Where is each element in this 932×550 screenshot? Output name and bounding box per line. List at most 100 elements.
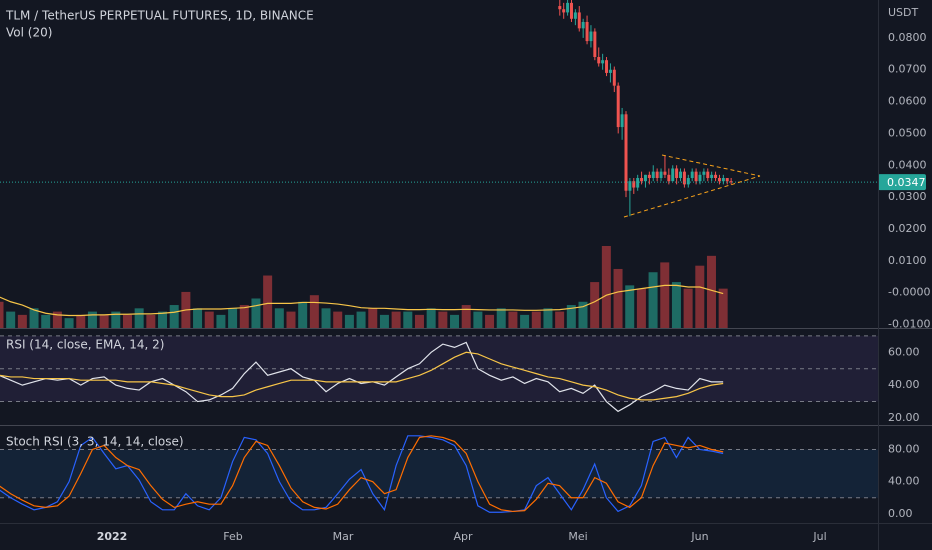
y-tick-label: -0.0000 xyxy=(888,286,930,299)
volume-bar xyxy=(683,288,693,328)
volume-bar xyxy=(718,288,728,328)
x-tick-label: Apr xyxy=(453,530,473,543)
stoch-title: Stoch RSI (3, 3, 14, 14, close) xyxy=(6,435,184,449)
y-tick-label: 60.00 xyxy=(888,345,920,358)
candle-body xyxy=(612,69,616,86)
x-tick-label: Mar xyxy=(333,530,354,543)
volume-label: Vol (20) xyxy=(6,26,52,40)
volume-bar xyxy=(158,311,168,328)
volume-bar xyxy=(0,301,4,328)
candle-body xyxy=(710,174,714,179)
candle-body xyxy=(573,12,577,19)
candle-body xyxy=(667,174,671,182)
indicator-line xyxy=(0,435,724,513)
y-tick-label: 80.00 xyxy=(888,442,920,455)
candle-body xyxy=(558,6,562,10)
volume-bar xyxy=(636,288,646,328)
volume-bar xyxy=(169,305,179,328)
candle-body xyxy=(725,178,729,182)
volume-bar xyxy=(6,311,16,328)
volume-bar xyxy=(590,282,600,328)
y-tick-label: 0.0800 xyxy=(888,31,927,44)
price-pane xyxy=(0,0,733,328)
candle-body xyxy=(643,174,647,182)
volume-bar xyxy=(17,314,27,328)
volume-bar xyxy=(298,301,308,328)
candle-body xyxy=(608,69,612,73)
volume-bar xyxy=(520,314,530,328)
y-tick-label: 0.0500 xyxy=(888,126,927,139)
volume-bar xyxy=(344,314,354,328)
candle-body xyxy=(690,171,694,179)
candle-body xyxy=(628,181,632,191)
x-tick-label: Jul xyxy=(812,530,826,543)
volume-bar xyxy=(543,308,553,328)
y-tick-label: 40.00 xyxy=(888,378,920,391)
volume-bar xyxy=(613,268,623,328)
volume-bar xyxy=(111,311,121,328)
level-band xyxy=(0,449,878,498)
y-tick-label: 0.0300 xyxy=(888,190,927,203)
candle-body xyxy=(593,31,597,58)
axis-unit: USDT xyxy=(888,6,919,19)
y-tick-label: -0.0100 xyxy=(888,317,930,330)
candle-body xyxy=(566,2,570,13)
rsi-title: RSI (14, close, EMA, 14, 2) xyxy=(6,338,164,352)
candle-body xyxy=(655,171,659,179)
volume-bar xyxy=(566,305,576,328)
volume-bar xyxy=(228,308,238,328)
triangle-drawing xyxy=(623,154,761,218)
candle-body xyxy=(640,178,644,182)
volume-bar xyxy=(379,314,389,328)
volume-bar xyxy=(648,272,658,328)
candle-body xyxy=(698,174,702,182)
volume-bar xyxy=(204,311,214,328)
volume-ma-line xyxy=(0,284,724,317)
volume-bar xyxy=(87,311,97,328)
volume-bar xyxy=(601,246,611,328)
volume-bar xyxy=(251,298,261,328)
volume-bar xyxy=(426,308,436,328)
candle-body xyxy=(647,174,651,179)
y-tick-label: 0.0600 xyxy=(888,95,927,108)
volume-bar xyxy=(193,308,203,328)
volume-bar xyxy=(41,314,51,328)
volume-bar xyxy=(239,305,249,328)
volume-bar xyxy=(52,311,62,328)
candle-body xyxy=(706,171,710,179)
volume-bar xyxy=(578,301,588,328)
volume-bar xyxy=(274,308,284,328)
candle-body xyxy=(569,2,573,19)
volume-bar xyxy=(660,262,670,328)
candle-body xyxy=(686,178,690,185)
indicator-line xyxy=(0,351,724,401)
rsi-pane xyxy=(0,335,878,413)
candle-body xyxy=(632,181,636,188)
stoch-pane xyxy=(0,435,878,513)
candle-body xyxy=(694,171,698,182)
volume-bar xyxy=(134,308,144,328)
candle-body xyxy=(562,9,566,13)
volume-bar xyxy=(286,311,296,328)
volume-bar xyxy=(403,311,413,328)
volume-bar xyxy=(671,282,681,328)
volume-bar xyxy=(146,314,156,328)
candle-body xyxy=(605,60,609,73)
x-tick-label: Jun xyxy=(690,530,708,543)
candle-body xyxy=(721,178,725,182)
x-tick-label: 2022 xyxy=(97,530,128,543)
candle-body xyxy=(717,178,721,182)
volume-bar xyxy=(216,314,226,328)
volume-bar xyxy=(625,285,635,328)
candle-body xyxy=(651,171,655,179)
volume-bar xyxy=(461,305,471,328)
candle-body xyxy=(682,171,686,185)
candle-body xyxy=(616,85,620,128)
last-price-box xyxy=(878,174,926,191)
axes: 0.0347 0.0800 0.0700 0.0600 0.0500 0.0400 0.03… xyxy=(0,31,930,543)
volume-bar xyxy=(496,308,506,328)
indicator-line xyxy=(0,435,724,513)
candle-body xyxy=(675,168,679,179)
